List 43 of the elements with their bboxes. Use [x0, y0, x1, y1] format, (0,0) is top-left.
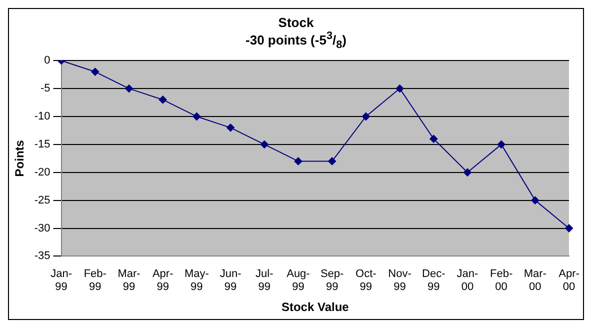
- x-tick-label: Jan-99: [50, 268, 72, 293]
- x-tick-label: May-99: [184, 268, 210, 293]
- point: [430, 134, 438, 143]
- x-tick-label: Feb-00: [490, 268, 513, 293]
- point: [497, 140, 506, 148]
- point: [158, 96, 167, 104]
- y-tick-label: -20: [34, 166, 50, 178]
- point: [192, 112, 201, 120]
- x-tick-label: Mar-00: [524, 268, 547, 293]
- point: [396, 84, 404, 92]
- point: [294, 157, 302, 166]
- y-tick-label: -15: [34, 138, 50, 150]
- x-tick-label: Mar-99: [118, 268, 141, 293]
- point: [124, 84, 133, 92]
- point: [260, 140, 268, 148]
- x-tick-label: Jul-99: [256, 268, 274, 293]
- x-tick-label: Feb-99: [84, 268, 107, 293]
- chart-subtitle: -30 points (-5$^{3}$/$_{8}$): [244, 30, 348, 51]
- point: [565, 224, 573, 232]
- point: [362, 112, 370, 120]
- x-tick-label: Oct-99: [356, 268, 377, 293]
- point: [328, 157, 336, 166]
- point: [463, 168, 472, 176]
- chart-title: Stock: [277, 15, 315, 30]
- x-axis-title: Stock Value: [281, 300, 350, 314]
- point: [226, 124, 235, 132]
- y-tick-label: -10: [34, 110, 50, 122]
- y-tick-label: -30: [34, 222, 50, 234]
- x-tick-label: Jun-99: [220, 268, 242, 293]
- x-tick-label: Nov-99: [388, 268, 412, 293]
- point: [531, 196, 540, 204]
- y-tick-label: -35: [34, 250, 50, 262]
- point: [91, 68, 100, 76]
- y-tick-label: -25: [34, 194, 50, 206]
- x-tick-label: Dec-99: [422, 268, 446, 293]
- x-tick-label: Jan-00: [456, 268, 478, 293]
- x-tick-label: Aug-99: [286, 268, 310, 293]
- x-tick-label: Apr-00: [558, 268, 580, 293]
- x-tick-label: Sep-99: [320, 268, 344, 293]
- y-axis-title: Points: [12, 140, 27, 177]
- x-tick-label: Apr-99: [152, 268, 174, 293]
- y-tick-label: 0: [44, 54, 50, 67]
- y-tick-label: -5: [40, 82, 50, 94]
